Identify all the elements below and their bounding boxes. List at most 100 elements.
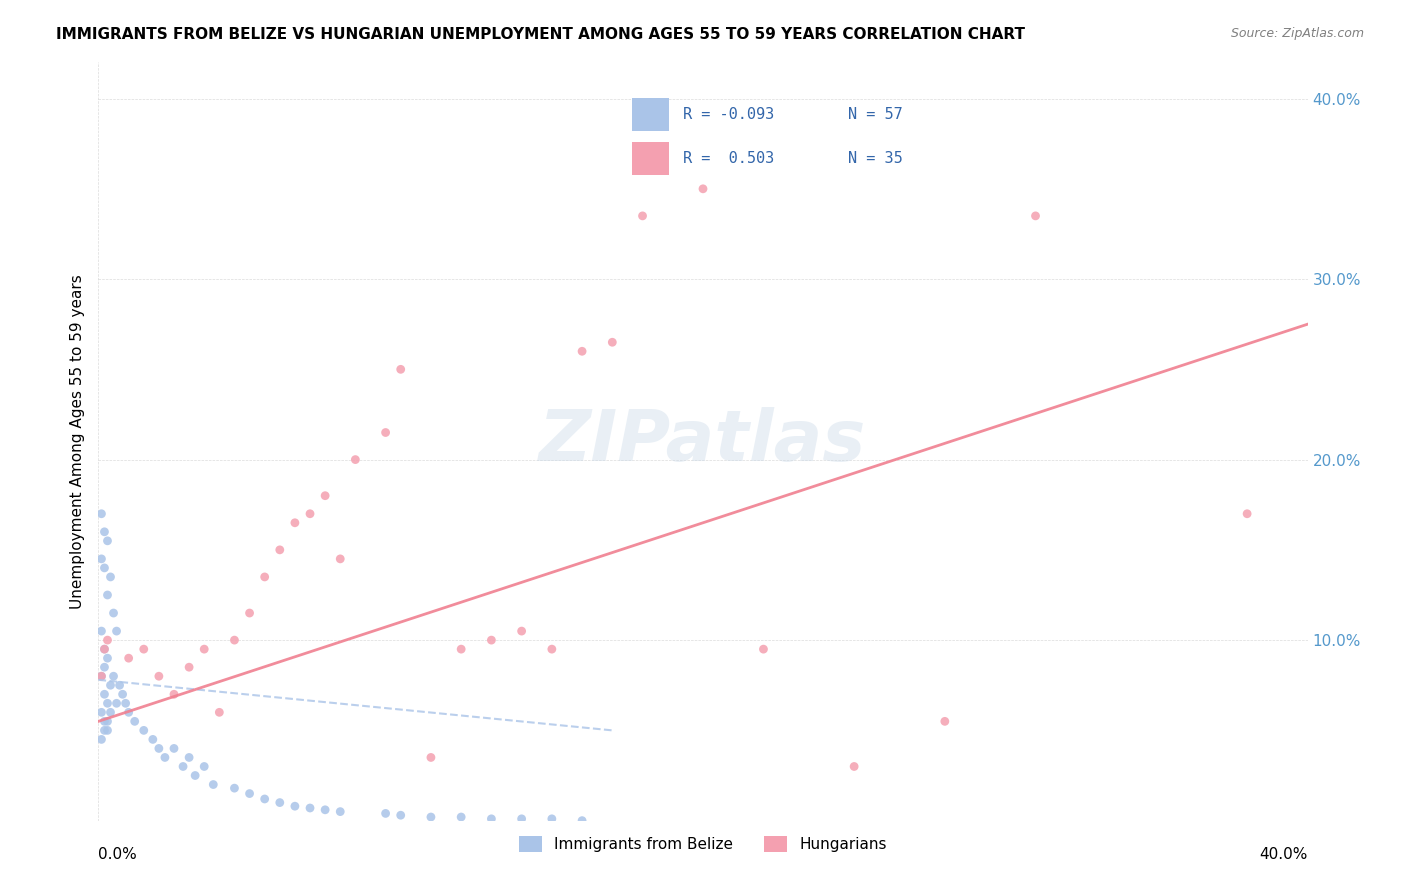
Point bbox=[420, 810, 443, 824]
Point bbox=[329, 552, 352, 566]
Point bbox=[105, 696, 128, 710]
Point bbox=[374, 806, 396, 821]
Point bbox=[105, 624, 128, 639]
Point bbox=[224, 781, 246, 796]
Point bbox=[284, 516, 307, 530]
Point bbox=[389, 362, 412, 376]
Point bbox=[111, 687, 134, 701]
Point bbox=[90, 507, 112, 521]
Point bbox=[420, 750, 443, 764]
Point bbox=[269, 542, 291, 557]
Point bbox=[631, 209, 654, 223]
Point bbox=[481, 633, 503, 648]
Point bbox=[269, 796, 291, 810]
Point bbox=[100, 678, 122, 692]
Point bbox=[93, 642, 115, 657]
Point bbox=[93, 561, 115, 575]
Point bbox=[142, 732, 165, 747]
Point bbox=[934, 714, 956, 729]
Point bbox=[1024, 209, 1046, 223]
Point bbox=[571, 814, 593, 828]
Point bbox=[96, 633, 118, 648]
Point bbox=[239, 787, 262, 801]
Text: ZIPatlas: ZIPatlas bbox=[540, 407, 866, 476]
Point bbox=[163, 741, 186, 756]
Point bbox=[93, 660, 115, 674]
Point bbox=[299, 801, 322, 815]
Point bbox=[692, 182, 714, 196]
Point bbox=[148, 741, 170, 756]
Point bbox=[118, 706, 141, 720]
Point bbox=[93, 723, 115, 738]
Point bbox=[90, 624, 112, 639]
Point bbox=[132, 723, 155, 738]
Bar bbox=[633, 142, 669, 175]
Point bbox=[540, 642, 562, 657]
Text: N = 57: N = 57 bbox=[848, 107, 903, 122]
Point bbox=[114, 696, 136, 710]
Point bbox=[193, 759, 215, 773]
Point bbox=[208, 706, 231, 720]
Point bbox=[96, 714, 118, 729]
Point bbox=[90, 732, 112, 747]
Text: 40.0%: 40.0% bbox=[1260, 847, 1308, 863]
Point bbox=[284, 799, 307, 814]
Point bbox=[90, 669, 112, 683]
Point bbox=[540, 812, 562, 826]
Point bbox=[153, 750, 176, 764]
Point bbox=[124, 714, 146, 729]
Point bbox=[90, 669, 112, 683]
Point bbox=[179, 750, 201, 764]
Point bbox=[96, 696, 118, 710]
Point bbox=[193, 642, 215, 657]
Point bbox=[100, 570, 122, 584]
Point bbox=[103, 606, 125, 620]
Point bbox=[844, 759, 866, 773]
Point bbox=[172, 759, 194, 773]
Text: N = 35: N = 35 bbox=[848, 151, 903, 166]
Text: 0.0%: 0.0% bbox=[98, 847, 138, 863]
Point bbox=[389, 808, 412, 822]
Point bbox=[253, 792, 276, 806]
Text: IMMIGRANTS FROM BELIZE VS HUNGARIAN UNEMPLOYMENT AMONG AGES 55 TO 59 YEARS CORRE: IMMIGRANTS FROM BELIZE VS HUNGARIAN UNEM… bbox=[56, 27, 1025, 42]
Point bbox=[224, 633, 246, 648]
Point bbox=[163, 687, 186, 701]
Point bbox=[510, 812, 533, 826]
Point bbox=[510, 624, 533, 639]
Text: Source: ZipAtlas.com: Source: ZipAtlas.com bbox=[1230, 27, 1364, 40]
Point bbox=[96, 651, 118, 665]
Point bbox=[100, 706, 122, 720]
Point bbox=[93, 524, 115, 539]
Point bbox=[314, 489, 336, 503]
Point bbox=[93, 642, 115, 657]
Point bbox=[450, 642, 472, 657]
Point bbox=[148, 669, 170, 683]
Point bbox=[239, 606, 262, 620]
Point bbox=[344, 452, 367, 467]
Y-axis label: Unemployment Among Ages 55 to 59 years: Unemployment Among Ages 55 to 59 years bbox=[69, 274, 84, 609]
Point bbox=[329, 805, 352, 819]
Point bbox=[253, 570, 276, 584]
Bar bbox=[633, 98, 669, 131]
Point bbox=[602, 335, 624, 350]
Point bbox=[299, 507, 322, 521]
Point bbox=[108, 678, 131, 692]
Point bbox=[96, 723, 118, 738]
Point bbox=[90, 552, 112, 566]
Point bbox=[184, 768, 207, 782]
Text: R = -0.093: R = -0.093 bbox=[683, 107, 775, 122]
Point bbox=[202, 778, 225, 792]
Point bbox=[179, 660, 201, 674]
Point bbox=[93, 714, 115, 729]
Point bbox=[90, 706, 112, 720]
Point bbox=[96, 588, 118, 602]
Point bbox=[450, 810, 472, 824]
Point bbox=[374, 425, 396, 440]
Point bbox=[314, 803, 336, 817]
Legend: Immigrants from Belize, Hungarians: Immigrants from Belize, Hungarians bbox=[513, 830, 893, 858]
Point bbox=[118, 651, 141, 665]
Point bbox=[481, 812, 503, 826]
Point bbox=[571, 344, 593, 359]
Point bbox=[132, 642, 155, 657]
Point bbox=[96, 533, 118, 548]
